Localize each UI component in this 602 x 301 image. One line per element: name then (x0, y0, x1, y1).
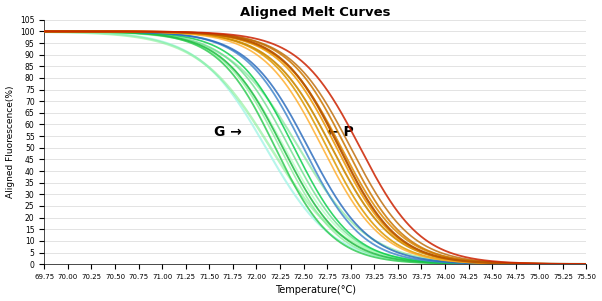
Text: ← P: ← P (327, 125, 354, 139)
Text: G →: G → (214, 125, 243, 139)
Title: Aligned Melt Curves: Aligned Melt Curves (240, 5, 391, 19)
X-axis label: Temperature(°C): Temperature(°C) (275, 285, 356, 296)
Y-axis label: Aligned Fluorescence(%): Aligned Fluorescence(%) (5, 86, 14, 198)
